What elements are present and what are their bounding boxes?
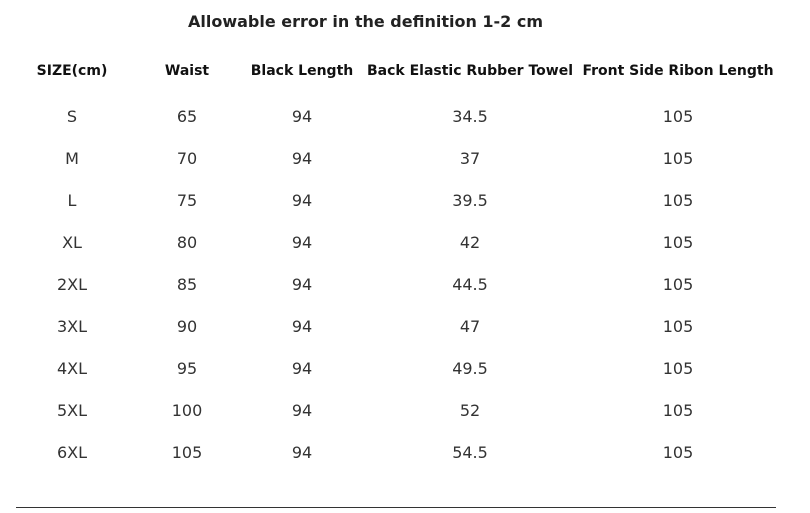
table-cell: 105 <box>662 107 694 126</box>
table-cell: 105 <box>662 317 694 336</box>
table-cell: XL <box>62 233 82 252</box>
column-header: Back Elastic Rubber Towel <box>366 63 574 79</box>
table-cell: 42 <box>459 233 481 252</box>
column-header: Front Side Ribon Length <box>582 63 774 79</box>
table-cell: 100 <box>171 401 203 420</box>
table-cell: 4XL <box>56 359 88 378</box>
title: Allowable error in the definition 1-2 cm <box>188 12 544 31</box>
table-cell: 75 <box>176 191 198 210</box>
column-header: SIZE(cm) <box>36 63 108 79</box>
table-cell: M <box>65 149 79 168</box>
table-cell: 105 <box>662 401 694 420</box>
bottom-rule <box>16 507 776 508</box>
table-cell: 49.5 <box>452 359 488 378</box>
table-cell: 70 <box>176 149 198 168</box>
table-cell: 105 <box>662 233 694 252</box>
table-cell: 34.5 <box>452 107 488 126</box>
table-cell: 65 <box>176 107 198 126</box>
table-cell: 44.5 <box>452 275 488 294</box>
table-cell: 94 <box>291 107 313 126</box>
table-cell: 94 <box>291 359 313 378</box>
table-cell: 39.5 <box>452 191 488 210</box>
table-cell: L <box>67 191 77 210</box>
table-cell: 105 <box>662 359 694 378</box>
table-cell: 90 <box>176 317 198 336</box>
table-cell: 6XL <box>56 443 88 462</box>
table-cell: 54.5 <box>452 443 488 462</box>
table-cell: 94 <box>291 401 313 420</box>
table-cell: 105 <box>662 149 694 168</box>
table-cell: 105 <box>662 191 694 210</box>
table-cell: 105 <box>171 443 203 462</box>
table-cell: 2XL <box>56 275 88 294</box>
table-cell: 3XL <box>56 317 88 336</box>
table-cell: 94 <box>291 443 313 462</box>
table-cell: 94 <box>291 191 313 210</box>
table-cell: S <box>66 107 78 126</box>
table-cell: 105 <box>662 443 694 462</box>
column-header: Waist <box>164 63 210 79</box>
table-cell: 47 <box>459 317 481 336</box>
table-cell: 37 <box>459 149 481 168</box>
table-cell: 105 <box>662 275 694 294</box>
table-cell: 85 <box>176 275 198 294</box>
table-cell: 95 <box>176 359 198 378</box>
table-cell: 52 <box>459 401 481 420</box>
table-cell: 94 <box>291 149 313 168</box>
table-cell: 94 <box>291 233 313 252</box>
table-cell: 94 <box>291 275 313 294</box>
column-header: Black Length <box>250 63 354 79</box>
table-cell: 94 <box>291 317 313 336</box>
table-cell: 5XL <box>56 401 88 420</box>
table-cell: 80 <box>176 233 198 252</box>
